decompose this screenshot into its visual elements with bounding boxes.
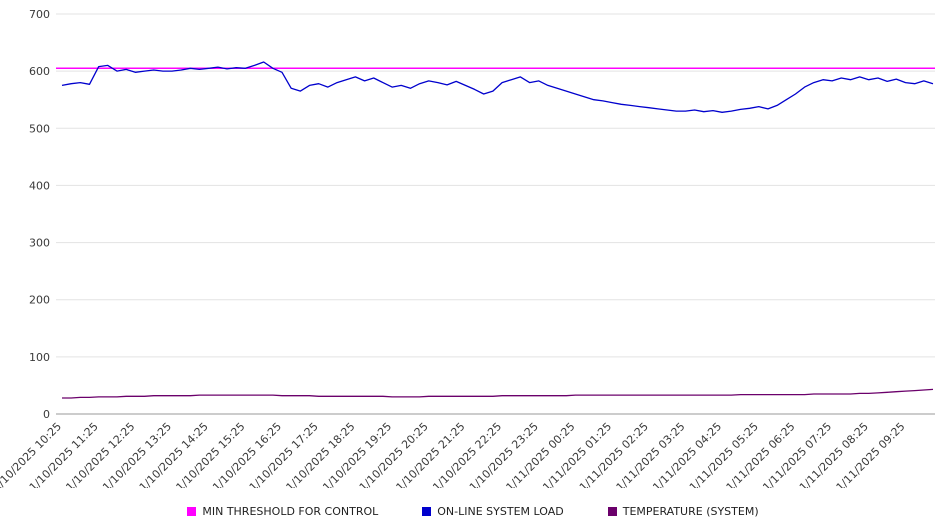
svg-text:200: 200: [29, 294, 50, 307]
min-threshold-swatch-icon: [187, 507, 197, 516]
svg-text:600: 600: [29, 65, 50, 78]
chart-legend: MIN THRESHOLD FOR CONTROL ON-LINE SYSTEM…: [0, 505, 946, 518]
temperature-swatch-icon: [607, 507, 617, 516]
svg-text:100: 100: [29, 351, 50, 364]
legend-item-temperature[interactable]: TEMPERATURE (SYSTEM): [607, 505, 759, 518]
svg-text:400: 400: [29, 179, 50, 192]
legend-label-min-threshold: MIN THRESHOLD FOR CONTROL: [202, 505, 379, 518]
legend-label-system-load: ON-LINE SYSTEM LOAD: [437, 505, 564, 518]
svg-text:0: 0: [43, 408, 50, 421]
legend-item-system-load[interactable]: ON-LINE SYSTEM LOAD: [422, 505, 564, 518]
legend-item-min-threshold[interactable]: MIN THRESHOLD FOR CONTROL: [187, 505, 378, 518]
legend-label-temperature: TEMPERATURE (SYSTEM): [622, 505, 759, 518]
svg-text:11/10/2025 10:25: 11/10/2025 10:25: [0, 420, 64, 488]
svg-text:700: 700: [29, 8, 50, 21]
svg-text:300: 300: [29, 237, 50, 250]
svg-text:500: 500: [29, 122, 50, 135]
system-load-swatch-icon: [422, 507, 432, 516]
